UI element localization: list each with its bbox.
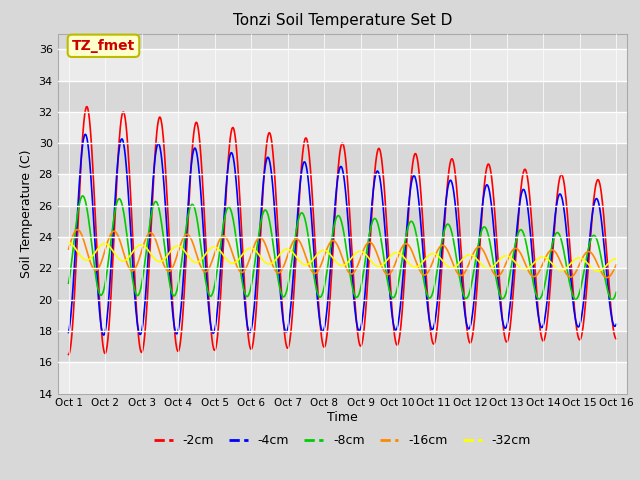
-2cm [499,324,507,329]
-8cm [248,279,256,285]
-16cm [548,247,556,253]
-8cm [173,286,181,291]
-32cm [499,254,507,260]
-4cm [81,132,89,137]
-16cm [612,262,620,268]
-8cm [79,193,86,199]
-8cm [65,280,72,286]
-4cm [188,164,195,169]
-2cm [428,336,435,341]
-4cm [428,326,436,332]
Bar [58,237,627,268]
-8cm [548,245,556,251]
-4cm [174,329,182,335]
-2cm [65,351,72,357]
-4cm [500,323,508,328]
-32cm [65,240,72,245]
Bar [58,112,627,143]
Text: TZ_fmet: TZ_fmet [72,39,135,53]
Line: -4cm: -4cm [68,134,616,335]
-2cm [548,265,556,271]
-4cm [248,320,256,326]
Title: Tonzi Soil Temperature Set D: Tonzi Soil Temperature Set D [233,13,452,28]
Line: -8cm: -8cm [68,196,616,300]
-8cm [612,289,620,295]
Line: -2cm: -2cm [68,107,616,354]
-16cm [499,267,507,273]
-4cm [100,332,108,338]
-16cm [187,235,195,241]
-16cm [248,249,256,254]
-16cm [428,262,435,268]
Bar [58,49,627,81]
-16cm [173,252,181,257]
-2cm [248,345,256,351]
-4cm [548,245,556,251]
Bar [58,362,627,394]
Legend: -2cm, -4cm, -8cm, -16cm, -32cm: -2cm, -4cm, -8cm, -16cm, -32cm [149,429,536,452]
-8cm [428,293,435,299]
-16cm [65,246,72,252]
-4cm [65,330,72,336]
Bar [58,300,627,331]
-16cm [604,275,611,280]
-32cm [428,251,435,257]
X-axis label: Time: Time [327,411,358,424]
-8cm [499,296,507,301]
-32cm [612,256,620,262]
Bar [58,174,627,206]
-32cm [248,245,255,251]
-2cm [83,104,91,109]
-2cm [187,168,195,174]
-32cm [186,256,194,262]
-32cm [547,260,555,265]
-4cm [612,322,620,327]
Line: -32cm: -32cm [68,242,616,271]
Y-axis label: Soil Temperature (C): Soil Temperature (C) [20,149,33,278]
-8cm [608,297,616,302]
-32cm [594,268,602,274]
-2cm [173,348,181,353]
-2cm [612,336,620,342]
Line: -16cm: -16cm [68,229,616,277]
-32cm [173,243,181,249]
-8cm [187,203,195,209]
-16cm [74,227,81,232]
